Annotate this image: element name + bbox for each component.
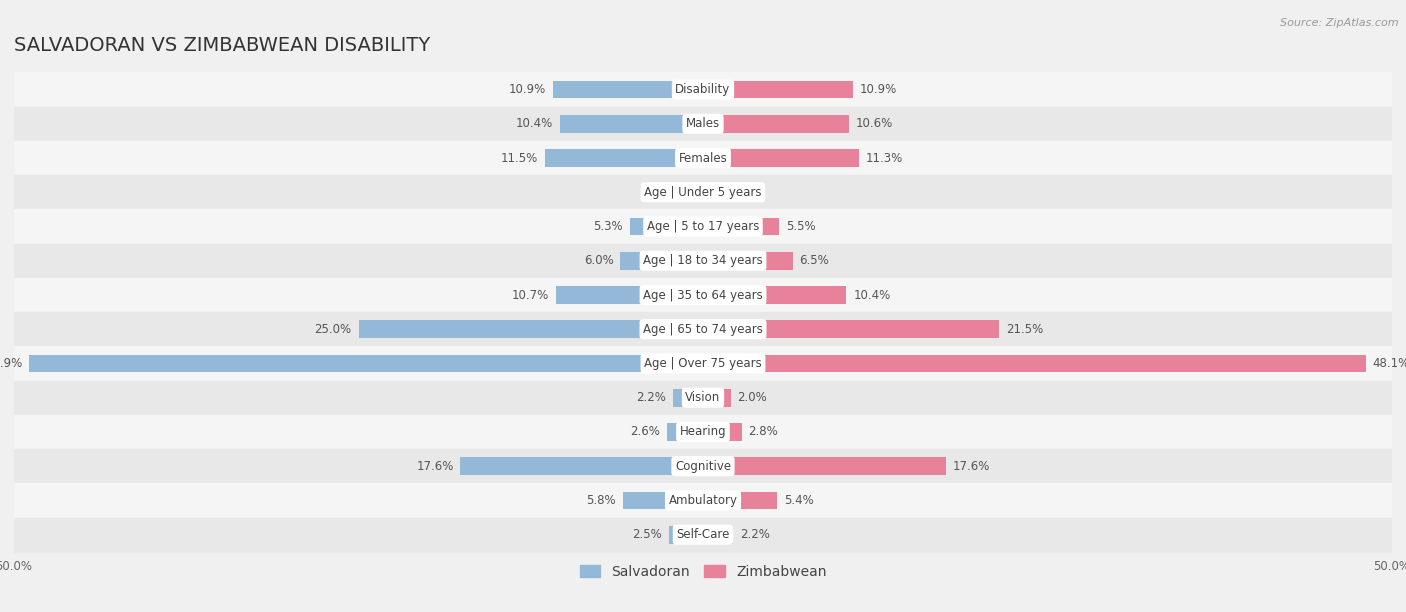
Text: 2.2%: 2.2% (740, 528, 770, 541)
Text: Hearing: Hearing (679, 425, 727, 438)
Text: 6.5%: 6.5% (800, 254, 830, 267)
Bar (620, 252, 703, 270)
Bar (14, 483, 1392, 518)
Text: 10.4%: 10.4% (516, 118, 553, 130)
Text: Age | Over 75 years: Age | Over 75 years (644, 357, 762, 370)
Text: Females: Females (679, 152, 727, 165)
Text: Age | 65 to 74 years: Age | 65 to 74 years (643, 323, 763, 336)
Text: 5.5%: 5.5% (786, 220, 815, 233)
Bar (703, 149, 859, 167)
Bar (14, 209, 1392, 244)
Text: Source: ZipAtlas.com: Source: ZipAtlas.com (1281, 18, 1399, 28)
Text: 6.0%: 6.0% (583, 254, 613, 267)
Bar (14, 518, 1392, 552)
Text: Age | 5 to 17 years: Age | 5 to 17 years (647, 220, 759, 233)
Text: 2.0%: 2.0% (738, 391, 768, 404)
Bar (703, 81, 853, 99)
Text: 10.6%: 10.6% (856, 118, 893, 130)
Bar (30, 354, 703, 372)
Text: 1.2%: 1.2% (727, 186, 756, 199)
Text: 25.0%: 25.0% (315, 323, 352, 336)
Bar (703, 354, 1365, 372)
Bar (703, 320, 1000, 338)
Bar (630, 218, 703, 236)
Legend: Salvadoran, Zimbabwean: Salvadoran, Zimbabwean (574, 559, 832, 584)
Text: 10.9%: 10.9% (509, 83, 546, 96)
Text: 48.9%: 48.9% (0, 357, 22, 370)
Bar (14, 244, 1392, 278)
Text: Age | Under 5 years: Age | Under 5 years (644, 186, 762, 199)
Bar (703, 389, 731, 406)
Text: 2.5%: 2.5% (631, 528, 662, 541)
Bar (14, 415, 1392, 449)
Bar (668, 423, 703, 441)
Text: 11.5%: 11.5% (501, 152, 537, 165)
Bar (544, 149, 703, 167)
Text: Age | 35 to 64 years: Age | 35 to 64 years (643, 288, 763, 302)
Bar (14, 72, 1392, 106)
Text: 5.4%: 5.4% (785, 494, 814, 507)
Bar (672, 389, 703, 406)
Bar (14, 312, 1392, 346)
Text: 21.5%: 21.5% (1007, 323, 1043, 336)
Text: SALVADORAN VS ZIMBABWEAN DISABILITY: SALVADORAN VS ZIMBABWEAN DISABILITY (14, 35, 430, 54)
Bar (14, 106, 1392, 141)
Bar (669, 526, 703, 543)
Bar (703, 252, 793, 270)
Text: Males: Males (686, 118, 720, 130)
Bar (703, 491, 778, 509)
Bar (555, 286, 703, 304)
Text: 2.2%: 2.2% (636, 391, 666, 404)
Bar (703, 423, 741, 441)
Text: Vision: Vision (685, 391, 721, 404)
Bar (359, 320, 703, 338)
Bar (703, 457, 945, 475)
Text: 48.1%: 48.1% (1372, 357, 1406, 370)
Bar (14, 381, 1392, 415)
Bar (14, 175, 1392, 209)
Bar (703, 286, 846, 304)
Bar (623, 491, 703, 509)
Bar (688, 184, 703, 201)
Text: Age | 18 to 34 years: Age | 18 to 34 years (643, 254, 763, 267)
Bar (703, 218, 779, 236)
Text: 5.8%: 5.8% (586, 494, 616, 507)
Text: Self-Care: Self-Care (676, 528, 730, 541)
Text: 17.6%: 17.6% (416, 460, 454, 472)
Text: Cognitive: Cognitive (675, 460, 731, 472)
Text: 10.9%: 10.9% (860, 83, 897, 96)
Bar (14, 449, 1392, 483)
Text: 5.3%: 5.3% (593, 220, 623, 233)
Text: 17.6%: 17.6% (952, 460, 990, 472)
Text: 11.3%: 11.3% (866, 152, 903, 165)
Text: 10.4%: 10.4% (853, 288, 890, 302)
Text: 2.6%: 2.6% (630, 425, 661, 438)
Bar (703, 184, 720, 201)
Text: Ambulatory: Ambulatory (668, 494, 738, 507)
Text: 1.1%: 1.1% (651, 186, 681, 199)
Bar (553, 81, 703, 99)
Text: 2.8%: 2.8% (748, 425, 778, 438)
Bar (14, 278, 1392, 312)
Bar (14, 346, 1392, 381)
Bar (703, 115, 849, 133)
Text: 10.7%: 10.7% (512, 288, 548, 302)
Bar (560, 115, 703, 133)
Bar (703, 526, 734, 543)
Text: Disability: Disability (675, 83, 731, 96)
Bar (14, 141, 1392, 175)
Bar (461, 457, 703, 475)
